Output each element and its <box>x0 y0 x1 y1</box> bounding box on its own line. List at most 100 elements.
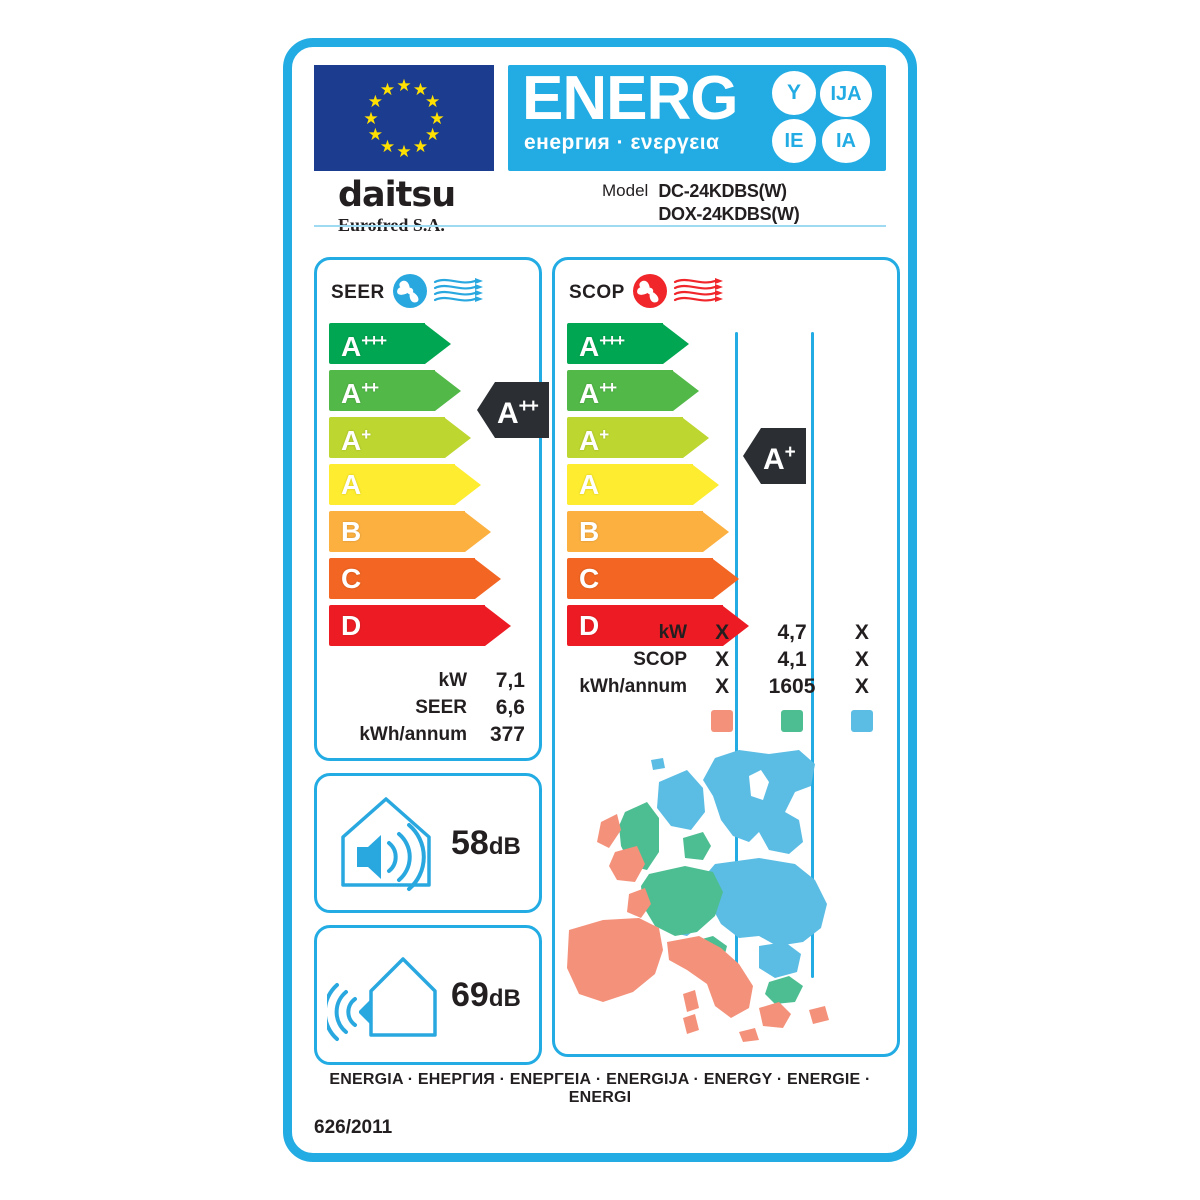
seer-value-label: SEER <box>415 696 467 718</box>
indoor-noise-icon <box>327 785 445 902</box>
scop-value-label: kWh/annum <box>579 675 688 697</box>
seer-class-label: A+++ <box>341 330 387 362</box>
scop-header: SCOP <box>555 270 897 316</box>
seer-class-label: B <box>341 515 362 547</box>
seer-value-row: kWh/annum 377 <box>331 721 525 748</box>
scop-class-label: A+ <box>579 424 609 456</box>
eu-star: ★ <box>396 75 412 95</box>
seer-class-Aplusplus: A++ <box>329 369 539 412</box>
circle-y: Y <box>772 71 816 115</box>
outdoor-noise-icon <box>322 937 445 1054</box>
model-block: Model DC-24KDBS(W) DOX-24KDBS(W) <box>602 180 800 226</box>
eu-star: ★ <box>367 92 384 111</box>
indoor-noise-value: 58 <box>451 823 489 862</box>
footer-languages: ENERGIA · ЕНЕРГИЯ · ΕΝΕΡΓΕΙΑ · ENERGIJA … <box>329 1071 871 1106</box>
indoor-noise-value-wrap: 58dB <box>451 824 521 863</box>
eu-star: ★ <box>424 92 441 111</box>
scop-colder-value: X <box>854 620 869 644</box>
seer-value-number: 7,1 <box>495 668 525 692</box>
seer-class-Aplusplusplus: A+++ <box>329 322 539 365</box>
scop-rating-pointer: A+ <box>743 428 806 484</box>
brand-name: daitsu <box>338 175 456 215</box>
seer-class-label: A+ <box>341 424 371 456</box>
scop-class-label: A+++ <box>579 330 625 362</box>
energ-wordmark: ENERG <box>522 64 738 133</box>
scop-average-value: 4,1 <box>777 647 807 671</box>
scop-average-value: 1605 <box>768 674 816 698</box>
seer-class-B: B <box>329 510 539 553</box>
scop-class-Aplusplusplus: A+++ <box>567 322 897 365</box>
language-circles: Y IJA IE IA <box>766 71 878 165</box>
eu-star: ★ <box>412 79 429 99</box>
scop-class-B: B <box>567 510 897 553</box>
eu-star: ★ <box>363 108 379 128</box>
scop-value-row: kW X 4,7 X <box>563 619 889 646</box>
eu-energy-label-card: ★ ★ ★ ★ ★ ★ ★ ★ ★ ★ ★ ★ ENERG eнepгия · ενεργεια Y … <box>283 38 917 1162</box>
climate-divider-1 <box>735 332 738 978</box>
scop-class-Aplusplus: A++ <box>567 369 897 412</box>
seer-rating-pointer: A++ <box>477 382 549 438</box>
scop-colder-value: X <box>854 674 869 698</box>
label-body: SEER <box>314 257 900 1065</box>
scop-value-label: SCOP <box>633 648 688 670</box>
seer-value-label: kWh/annum <box>359 723 467 745</box>
seer-value-number: 377 <box>489 722 525 746</box>
heating-fan-icon <box>631 273 743 314</box>
scop-class-label: B <box>579 515 600 547</box>
seer-rating-text: A++ <box>497 395 539 430</box>
indoor-noise-panel: 58dB <box>314 773 542 913</box>
seer-class-A: A <box>329 463 539 506</box>
energ-logo-block: ENERG eнepгия · ενεργεια Y IJA IE IA <box>508 65 886 171</box>
seer-value-number: 6,6 <box>495 695 525 719</box>
outdoor-noise-value-wrap: 69dB <box>451 976 521 1015</box>
eu-star: ★ <box>429 108 445 128</box>
scop-warmer-value: X <box>715 620 730 644</box>
seer-panel: SEER <box>314 257 549 761</box>
regulation-number: 626/2011 <box>314 1117 393 1138</box>
cooling-fan-icon <box>391 273 503 314</box>
seer-value-row: SEER 6,6 <box>331 694 525 721</box>
scop-average-value: 4,7 <box>777 620 807 644</box>
right-column: SCOP <box>552 257 900 1057</box>
seer-class-Aplus: A+ <box>329 416 539 459</box>
left-column: SEER <box>314 257 549 1065</box>
seer-title: SEER <box>331 282 385 303</box>
scop-value-label: kW <box>658 621 688 643</box>
seer-class-D: D <box>329 604 539 647</box>
scop-class-label: A <box>579 468 600 500</box>
circle-ija: IJA <box>820 71 872 117</box>
model-label: Model <box>602 181 649 200</box>
outdoor-noise-unit: dB <box>488 984 521 1012</box>
eu-star: ★ <box>424 125 441 144</box>
scop-colder-value: X <box>854 647 869 671</box>
seer-class-label: C <box>341 562 362 594</box>
eu-star: ★ <box>396 141 412 161</box>
seer-values: kW 7,1 SEER 6,6 kWh/annum 377 <box>317 667 539 748</box>
indoor-noise-unit: dB <box>488 832 521 860</box>
header-divider <box>314 225 886 227</box>
eu-star: ★ <box>412 137 429 157</box>
scop-warmer-value: X <box>715 674 730 698</box>
scop-class-Aplus: A+ <box>567 416 897 459</box>
scop-panel: SCOP <box>552 257 900 1057</box>
eu-star: ★ <box>379 79 396 99</box>
climate-swatch-row <box>563 704 889 738</box>
outdoor-noise-value: 69 <box>451 975 489 1014</box>
scop-class-D: D <box>567 604 897 647</box>
scop-class-C: C <box>567 557 897 600</box>
circle-ia: IA <box>822 119 870 163</box>
scop-class-scale: A+++ A++ A+ A B C D <box>555 322 897 647</box>
seer-value-label: kW <box>438 669 468 691</box>
climate-divider-2 <box>811 332 814 978</box>
scop-class-label: D <box>579 609 600 641</box>
seer-class-label: D <box>341 609 362 641</box>
scop-rating-text: A+ <box>763 441 796 476</box>
label-header: ★ ★ ★ ★ ★ ★ ★ ★ ★ ★ ★ ★ ENERG eнepгия · ενεργεια Y … <box>314 65 886 171</box>
model-values: DC-24KDBS(W) DOX-24KDBS(W) <box>658 180 799 226</box>
model-value-1: DC-24KDBS(W) <box>658 181 787 201</box>
brand-block: daitsu Eurofred S.A. <box>338 175 456 236</box>
scop-title: SCOP <box>569 282 625 303</box>
scop-warmer-value: X <box>715 647 730 671</box>
label-footer: ENERGIA · ЕНЕРГИЯ · ΕΝΕΡΓΕΙΑ · ENERGIJA … <box>314 1071 886 1139</box>
